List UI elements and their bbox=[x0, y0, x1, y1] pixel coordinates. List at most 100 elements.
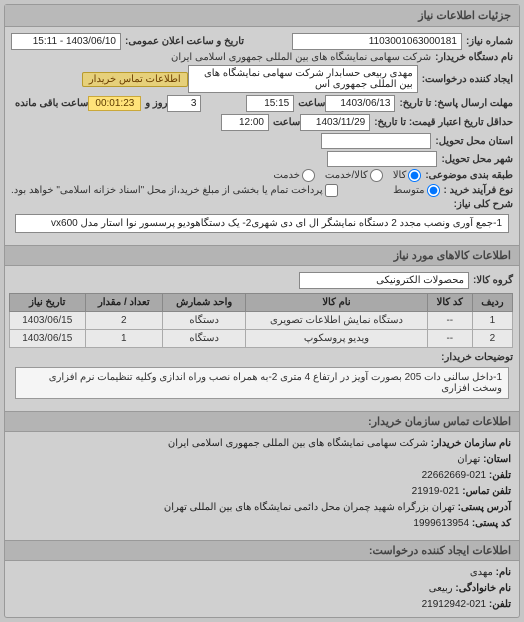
radio-service-input[interactable] bbox=[302, 169, 315, 182]
row-delivery-state: استان محل تحویل: bbox=[11, 133, 513, 149]
radio-mid[interactable]: متوسط bbox=[393, 184, 439, 197]
checkbox-payment-input[interactable] bbox=[325, 184, 338, 197]
announce-label: تاریخ و ساعت اعلان عمومی: bbox=[125, 36, 244, 47]
radio-kala-service-input[interactable] bbox=[370, 169, 383, 182]
cell-unit: دستگاه bbox=[163, 312, 246, 330]
org-name-line: نام سازمان خریدار: شرکت سهامی نمایشگاه ه… bbox=[13, 436, 511, 452]
buyer-device-label: نام دستگاه خریدار: bbox=[435, 52, 513, 63]
credit-time-label: ساعت bbox=[273, 117, 300, 128]
org-name-value: شرکت سهامی نمایشگاه های بین المللی جمهور… bbox=[168, 438, 428, 449]
cell-name: دستگاه نمایش اطلاعات تصویری bbox=[246, 312, 428, 330]
th-row: ردیف bbox=[472, 294, 512, 312]
creator-header: اطلاعات ایجاد کننده درخواست: bbox=[5, 540, 519, 561]
cell-code: -- bbox=[427, 312, 472, 330]
row-credit: حداقل تاریخ اعتبار قیمت: تا تاریخ: 1403/… bbox=[11, 114, 513, 131]
th-qty: تعداد / مقدار bbox=[85, 294, 163, 312]
radio-mid-input[interactable] bbox=[427, 184, 440, 197]
creator-section: نام: مهدی نام خانوادگی: ربیعی تلفن: 021-… bbox=[5, 561, 519, 617]
creator-tel-line: تلفن: 021-21912942 bbox=[13, 597, 511, 613]
buyer-note-label: توضیحات خریدار: bbox=[441, 352, 513, 363]
zip-line: کد پستی: 1999613954 bbox=[13, 516, 511, 532]
radio-service[interactable]: خدمت bbox=[273, 169, 315, 182]
req-no-label: شماره نیاز: bbox=[466, 36, 513, 47]
radio-service-label: خدمت bbox=[273, 170, 300, 181]
cell-unit: دستگاه bbox=[163, 330, 246, 348]
radio-mid-label: متوسط bbox=[393, 185, 424, 196]
checkbox-payment-label: پرداخت تمام یا بخشی از مبلغ خرید،از محل … bbox=[11, 185, 323, 196]
req-no-value: 1103001063000181 bbox=[292, 33, 462, 50]
addr-value: تهران بزرگراه شهید چمران محل دائمی نمایش… bbox=[164, 502, 455, 513]
announce-value: 1403/06/10 - 15:11 bbox=[11, 33, 121, 50]
zip-label: کد پستی: bbox=[472, 518, 511, 529]
fax-label: تلفن تماس: bbox=[462, 486, 511, 497]
radio-kala-input[interactable] bbox=[408, 169, 421, 182]
deadline-time-label: ساعت bbox=[298, 98, 325, 109]
goods-table: ردیف کد کالا نام کالا واحد شمارش تعداد /… bbox=[9, 293, 513, 348]
table-row: 2 -- ویدیو پروسکوپ دستگاه 1 1403/06/15 bbox=[10, 330, 513, 348]
deadline-label: مهلت ارسال پاسخ: تا تاریخ: bbox=[399, 98, 513, 109]
tel-value: 021-22662669 bbox=[422, 470, 487, 481]
radio-kala[interactable]: کالا bbox=[393, 169, 422, 182]
th-date: تاریخ نیاز bbox=[10, 294, 86, 312]
addr-label: آدرس پستی: bbox=[458, 502, 511, 513]
creator-tel-label: تلفن: bbox=[489, 599, 511, 610]
buyer-note-value: 1-داخل سالنی دات 205 بصورت آویز در ارتفا… bbox=[15, 367, 509, 399]
panel-title: جزئیات اطلاعات نیاز bbox=[5, 5, 519, 27]
cell-name: ویدیو پروسکوپ bbox=[246, 330, 428, 348]
row-requester: ایجاد کننده درخواست: مهدی ربیعی حسابدار … bbox=[11, 65, 513, 93]
addr-line: آدرس پستی: تهران بزرگراه شهید چمران محل … bbox=[13, 500, 511, 516]
delivery-city-value bbox=[327, 151, 437, 167]
remain-days: 3 bbox=[167, 95, 201, 112]
prov-line: استان: تهران bbox=[13, 452, 511, 468]
general-title-label: شرح کلی نیاز: bbox=[454, 199, 513, 210]
row-type: طبقه بندی موضوعی: کالا کالا/خدمت خدمت bbox=[11, 169, 513, 182]
row-process: نوع فرآیند خرید : متوسط پرداخت تمام یا ب… bbox=[11, 184, 513, 197]
creator-tel-value: 021-21912942 bbox=[422, 599, 487, 610]
creator-name-value: مهدی bbox=[470, 567, 493, 578]
table-row: 1 -- دستگاه نمایش اطلاعات تصویری دستگاه … bbox=[10, 312, 513, 330]
process-radio-group: متوسط bbox=[393, 184, 439, 197]
creator-family-line: نام خانوادگی: ربیعی bbox=[13, 581, 511, 597]
type-label: طبقه بندی موضوعی: bbox=[425, 170, 513, 181]
row-buyer-device: نام دستگاه خریدار: شرکت سهامی نمایشگاه ه… bbox=[11, 52, 513, 63]
row-req-no: شماره نیاز: 1103001063000181 تاریخ و ساع… bbox=[11, 33, 513, 50]
cell-qty: 1 bbox=[85, 330, 163, 348]
main-fields: شماره نیاز: 1103001063000181 تاریخ و ساع… bbox=[5, 27, 519, 241]
delivery-state-label: استان محل تحویل: bbox=[435, 136, 513, 147]
remain-timer: 00:01:23 bbox=[88, 96, 141, 111]
remain-days-label: روز و bbox=[145, 98, 167, 109]
row-general-title: شرح کلی نیاز: bbox=[11, 199, 513, 210]
cell-date: 1403/06/15 bbox=[10, 312, 86, 330]
tel-label: تلفن: bbox=[489, 470, 511, 481]
radio-kala-service-label: کالا/خدمت bbox=[325, 170, 368, 181]
th-code: کد کالا bbox=[427, 294, 472, 312]
credit-label: حداقل تاریخ اعتبار قیمت: تا تاریخ: bbox=[374, 117, 513, 128]
checkbox-payment[interactable]: پرداخت تمام یا بخشی از مبلغ خرید،از محل … bbox=[11, 184, 338, 197]
prov-value: تهران bbox=[457, 454, 480, 465]
remain-label: ساعت باقی مانده bbox=[15, 98, 88, 109]
cell-row: 1 bbox=[472, 312, 512, 330]
goods-header: اطلاعات کالاهای مورد نیاز bbox=[5, 245, 519, 266]
th-name: نام کالا bbox=[246, 294, 428, 312]
credit-time: 12:00 bbox=[221, 114, 269, 131]
requester-label: ایجاد کننده درخواست: bbox=[422, 74, 513, 85]
group-value: محصولات الکترونیکی bbox=[299, 272, 469, 289]
buyer-device-value: شرکت سهامی نمایشگاه های بین المللی جمهور… bbox=[171, 52, 431, 63]
th-unit: واحد شمارش bbox=[163, 294, 246, 312]
tel-line: تلفن: 021-22662669 bbox=[13, 468, 511, 484]
fax-line: تلفن تماس: 021-21919 bbox=[13, 484, 511, 500]
credit-date: 1403/11/29 bbox=[300, 114, 370, 131]
process-label: نوع فرآیند خرید : bbox=[444, 185, 513, 196]
radio-kala-service[interactable]: کالا/خدمت bbox=[325, 169, 383, 182]
cell-code: -- bbox=[427, 330, 472, 348]
deadline-date: 1403/06/13 bbox=[325, 95, 395, 112]
creator-family-value: ربیعی bbox=[429, 583, 453, 594]
radio-kala-label: کالا bbox=[393, 170, 407, 181]
prov-label: استان: bbox=[483, 454, 511, 465]
deadline-time: 15:15 bbox=[246, 95, 294, 112]
row-group: گروه کالا: محصولات الکترونیکی bbox=[11, 272, 513, 289]
delivery-city-label: شهر محل تحویل: bbox=[441, 154, 513, 165]
table-header-row: ردیف کد کالا نام کالا واحد شمارش تعداد /… bbox=[10, 294, 513, 312]
requester-value: مهدی ربیعی حسابدار شرکت سهامی نمایشگاه ه… bbox=[188, 65, 418, 93]
contact-info-button[interactable]: اطلاعات تماس خریدار bbox=[82, 72, 188, 87]
